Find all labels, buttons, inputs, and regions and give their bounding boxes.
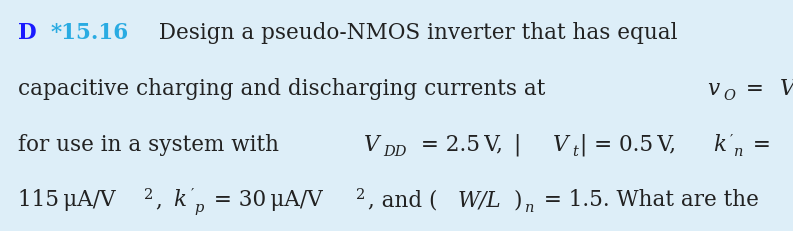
Text: for use in a system with: for use in a system with <box>18 134 286 156</box>
Text: t: t <box>573 145 578 159</box>
Text: n: n <box>734 145 743 159</box>
Text: 2: 2 <box>356 188 366 202</box>
Text: V: V <box>364 134 379 156</box>
Text: p: p <box>194 201 204 215</box>
Text: , and (: , and ( <box>368 189 438 212</box>
Text: V: V <box>780 78 793 100</box>
Text: ′: ′ <box>730 133 733 147</box>
Text: W/L: W/L <box>458 189 501 212</box>
Text: Design a pseudo-NMOS inverter that has equal: Design a pseudo-NMOS inverter that has e… <box>152 22 677 44</box>
Text: V: V <box>553 134 568 156</box>
Text: k: k <box>713 134 726 156</box>
Text: ,: , <box>156 189 170 212</box>
Text: =: = <box>746 134 771 156</box>
Text: DD: DD <box>384 145 408 159</box>
Text: ′: ′ <box>190 188 193 202</box>
Text: v: v <box>707 78 719 100</box>
Text: =: = <box>738 78 770 100</box>
Text: O: O <box>723 89 735 103</box>
Text: k: k <box>174 189 186 212</box>
Text: ): ) <box>514 189 523 212</box>
Text: 2: 2 <box>144 188 153 202</box>
Text: n: n <box>525 201 534 215</box>
Text: *15.16: *15.16 <box>51 22 129 44</box>
Text: = 30 μA/V: = 30 μA/V <box>207 189 323 212</box>
Text: | = 0.5 V,: | = 0.5 V, <box>580 134 683 156</box>
Text: = 1.5. What are the: = 1.5. What are the <box>537 189 759 212</box>
Text: capacitive charging and discharging currents at: capacitive charging and discharging curr… <box>18 78 552 100</box>
Text: = 2.5 V,  |: = 2.5 V, | <box>414 134 521 156</box>
Text: D: D <box>18 22 36 44</box>
Text: 115 μA/V: 115 μA/V <box>18 189 116 212</box>
